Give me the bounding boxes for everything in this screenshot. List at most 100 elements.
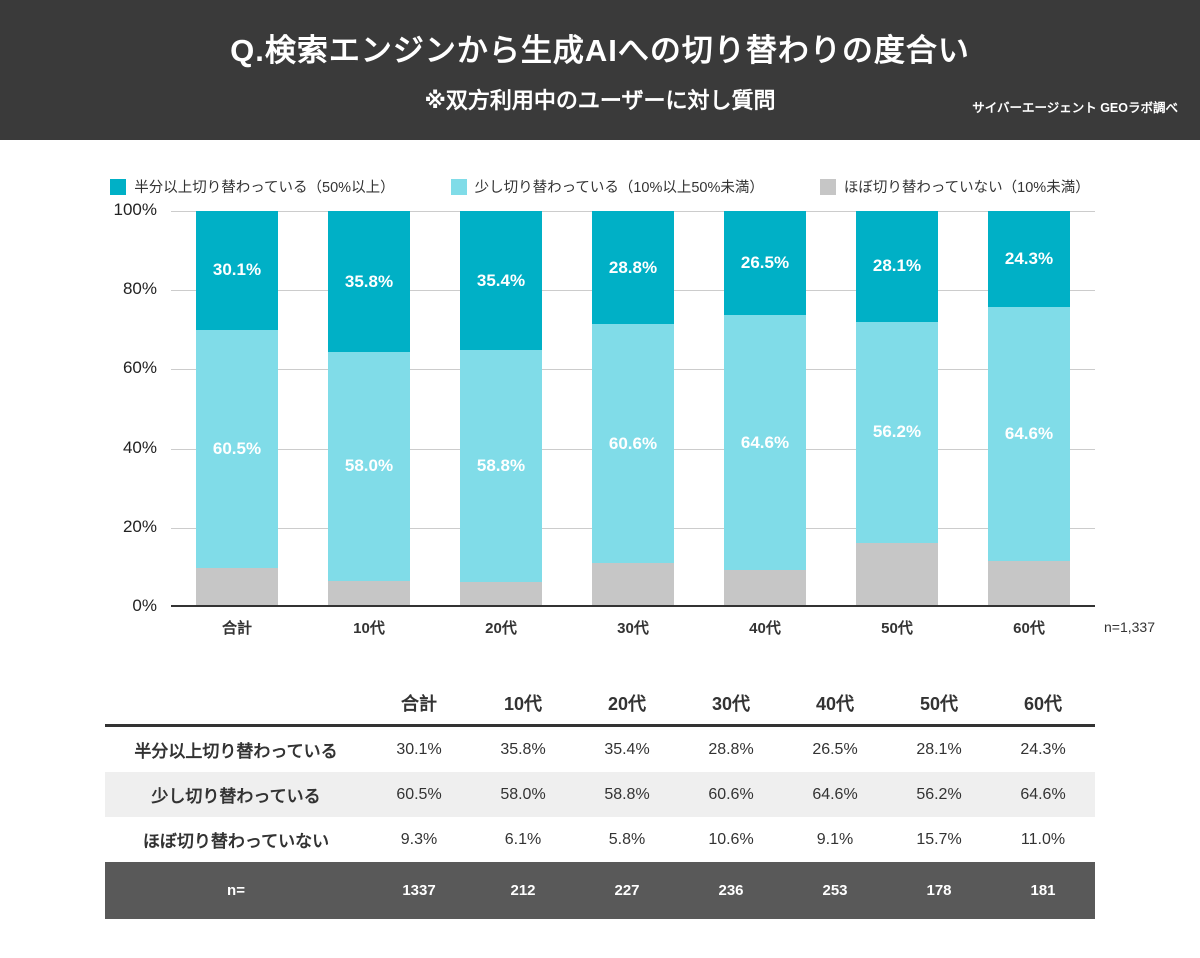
bar-segment: 58.8% (460, 350, 542, 583)
bar-segment (592, 563, 674, 605)
category-label: 20代 (485, 620, 517, 637)
bar: 35.8% 58.0% (328, 211, 410, 605)
page-title: Q.検索エンジンから生成AIへの切り替わりの度合い (230, 33, 970, 68)
n-cell: 212 (510, 882, 536, 899)
n-row: n= 1337 212 227 236 253 178 181 (105, 862, 1095, 919)
y-tick-label: 40% (122, 437, 157, 457)
bar-slot: 30.1% 60.5% (171, 211, 303, 605)
plot-area: 30.1% 60.5% 35.8% 58.0% 35.4% 58.8% 28.8% 60.6%… (171, 211, 1095, 607)
bar-segment (856, 543, 938, 605)
bar-slot: 35.8% 58.0% (303, 211, 435, 605)
y-axis: 0% 20% 40% 60% 80% 100% (105, 200, 171, 615)
table-cell: 10.6% (708, 830, 754, 848)
y-tick-label: 60% (122, 358, 157, 378)
table-cell: 6.1% (504, 830, 542, 848)
bar-slot: 28.1% 56.2% (831, 211, 963, 605)
data-label: 28.8% (608, 257, 658, 277)
table-cell: 9.3% (400, 830, 438, 848)
column-header: 10代 (503, 694, 543, 714)
table-cell: 28.8% (708, 740, 754, 758)
data-label: 56.2% (872, 422, 922, 442)
x-axis-labels: 合計 10代 20代 30代 40代 50代 60代 (171, 607, 1095, 638)
y-tick-label: 0% (132, 596, 157, 615)
data-label: 60.6% (608, 433, 658, 453)
bar-segment (460, 582, 542, 605)
category-label: 合計 (221, 620, 252, 637)
legend-swatch (819, 178, 836, 195)
chart-legend: 半分以上切り替わっている（50%以上） 少し切り替わっている（10%以上50%未満… (105, 176, 1095, 197)
table-cell: 9.1% (816, 830, 854, 848)
source-credit: サイバーエージェント GEOラボ調べ (972, 101, 1178, 115)
legend-item: 半分以上切り替わっている（50%以上） (110, 176, 395, 197)
table-cell: 64.6% (1020, 785, 1066, 803)
column-header: 20代 (607, 694, 647, 714)
category-label: 40代 (749, 620, 781, 637)
legend-swatch (450, 178, 467, 195)
bar-slot: 24.3% 64.6% (963, 211, 1095, 605)
data-label: 64.6% (740, 432, 790, 452)
data-label: 60.5% (212, 438, 262, 458)
table-cell: 26.5% (812, 740, 858, 758)
table-row: 少し切り替わっている 60.5% 58.0% 58.8% 60.6% 64.6% 56.2%… (105, 772, 1095, 817)
y-tick-label: 100% (113, 200, 157, 219)
data-label: 24.3% (1004, 248, 1054, 268)
data-label: 35.8% (344, 271, 394, 291)
bar-segment: 60.6% (592, 324, 674, 564)
page-subtitle: ※双方利用中のユーザーに対し質問 (424, 88, 776, 113)
n-cell: 178 (926, 882, 952, 899)
bar: 35.4% 58.8% (460, 211, 542, 605)
legend-item: ほぼ切り替わっていない（10%未満） (819, 176, 1090, 197)
data-label: 64.6% (1004, 423, 1054, 443)
category-label: 30代 (617, 620, 649, 637)
data-label: 58.8% (476, 456, 526, 476)
bar-segment: 58.0% (328, 352, 410, 581)
data-label: 30.1% (212, 260, 262, 280)
plot-wrap: 30.1% 60.5% 35.8% 58.0% 35.4% 58.8% 28.8% 60.6%… (171, 211, 1155, 638)
data-table: 合計 10代 20代 30代 40代 50代 60代 半分以上切り替わっている 30.1% 35.… (105, 684, 1095, 919)
bar-segment: 30.1% (196, 211, 278, 330)
table-cell: 64.6% (812, 785, 858, 803)
bar-segment (196, 567, 278, 605)
y-tick-label: 20% (122, 516, 157, 536)
y-tick-label: 80% (122, 279, 157, 299)
bar: 28.8% 60.6% (592, 211, 674, 605)
bar-segment: 35.4% (460, 211, 542, 351)
table-cell: 11.0% (1020, 830, 1066, 848)
column-header: 60代 (1023, 694, 1063, 714)
table-cell: 60.6% (708, 785, 754, 803)
bar: 30.1% 60.5% (196, 211, 278, 605)
data-label: 28.1% (872, 256, 922, 276)
bar-segment: 28.8% (592, 211, 674, 325)
data-label: 35.4% (476, 270, 526, 290)
header-banner: Q.検索エンジンから生成AIへの切り替わりの度合い ※双方利用中のユーザーに対し… (0, 0, 1200, 140)
data-label: 58.0% (344, 456, 394, 476)
data-label: 26.5% (740, 253, 790, 273)
bar-segment: 64.6% (724, 315, 806, 570)
column-header: 合計 (401, 694, 437, 714)
table-cell: 58.0% (500, 785, 546, 803)
bar-slot: 35.4% 58.8% (435, 211, 567, 605)
table-row: ほぼ切り替わっていない 9.3% 6.1% 5.8% 10.6% 9.1% 15.7% 11.… (105, 817, 1095, 862)
corner-cell (105, 697, 367, 711)
category-label: 50代 (881, 620, 913, 637)
table-cell: 28.1% (916, 740, 962, 758)
n-row-label: n= (227, 882, 245, 899)
legend-swatch (110, 178, 127, 195)
bar: 26.5% 64.6% (724, 211, 806, 605)
table-cell: 60.5% (396, 785, 442, 803)
column-header: 40代 (815, 694, 855, 714)
bar-segment: 24.3% (988, 211, 1070, 307)
legend-item: 少し切り替わっている（10%以上50%未満） (450, 176, 764, 197)
category-label: 60代 (1013, 620, 1045, 637)
row-label: ほぼ切り替わっていない (142, 832, 330, 851)
table-cell: 24.3% (1020, 740, 1066, 758)
bar-segment: 64.6% (988, 306, 1070, 562)
legend-label: 半分以上切り替わっている（50%以上） (134, 180, 395, 196)
table-cell: 35.4% (604, 740, 650, 758)
bar-segment (988, 561, 1070, 605)
bar-segment: 60.5% (196, 329, 278, 568)
n-cell: 253 (822, 882, 848, 899)
n-cell: 227 (614, 882, 640, 899)
sample-size-note: n=1,337 (1104, 619, 1155, 635)
bar: 24.3% 64.6% (988, 211, 1070, 605)
